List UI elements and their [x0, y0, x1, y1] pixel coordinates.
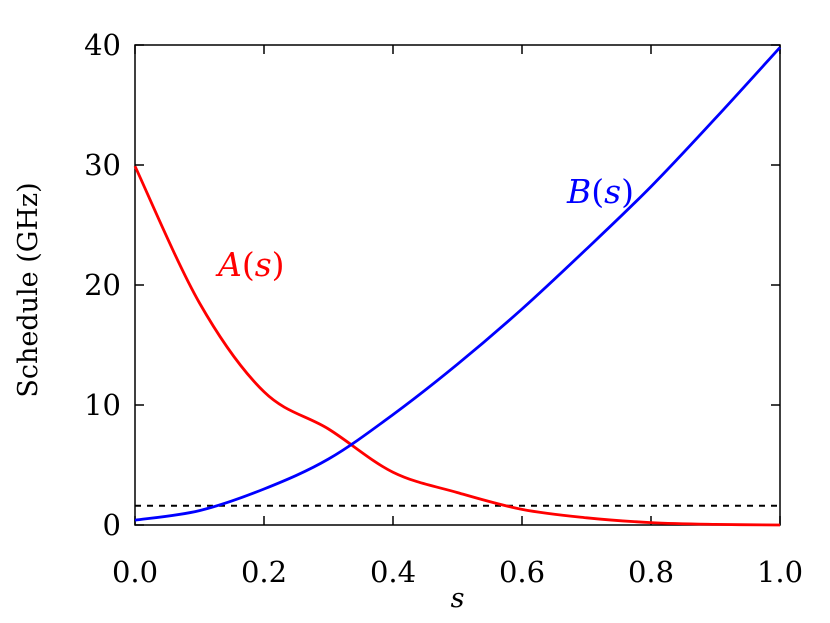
- series-label-prefix: B: [566, 172, 591, 211]
- y-axis-label: Schedule (GHz): [13, 182, 44, 397]
- y-tick-label: 10: [84, 388, 121, 422]
- x-tick-label: 1.0: [757, 555, 803, 589]
- x-tick-label: 0.4: [370, 555, 416, 589]
- x-tick-label: 0.0: [112, 555, 158, 589]
- series-label-open-paren: (: [242, 245, 255, 284]
- series-label-close-paren: ): [621, 172, 634, 211]
- series-label-close-paren: ): [272, 245, 285, 284]
- series-label-arg: s: [604, 172, 621, 211]
- x-tick-label: 0.8: [628, 555, 674, 589]
- series-line-a: [133, 165, 781, 527]
- series-label-arg: s: [255, 245, 272, 284]
- series-label-a: A(s): [215, 245, 285, 284]
- y-tick-label: 20: [84, 268, 121, 302]
- series-line-b: [134, 46, 782, 522]
- plot-frame: [134, 44, 781, 526]
- series-label-b: B(s): [566, 172, 634, 211]
- x-tick-label: 0.6: [499, 555, 545, 589]
- series-label-open-paren: (: [591, 172, 604, 211]
- y-tick-label: 30: [84, 148, 121, 182]
- series-label-prefix: A: [215, 245, 242, 284]
- y-tick-label: 40: [84, 28, 121, 62]
- y-tick-label: 0: [103, 508, 121, 542]
- x-axis-label: s: [451, 583, 465, 614]
- x-tick-label: 0.2: [241, 555, 287, 589]
